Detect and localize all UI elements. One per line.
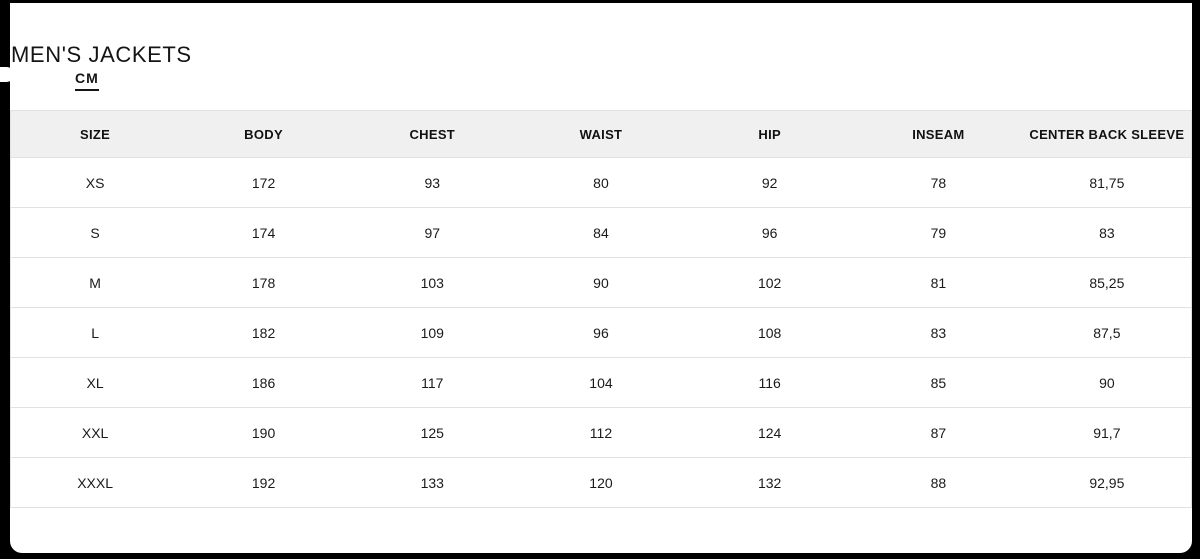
column-header-hip: HIP [685,110,855,158]
column-header-size: SIZE [10,110,180,158]
column-header-body: BODY [179,110,348,158]
measurement-cell-inseam: 78 [854,157,1023,208]
table-row-xl: XL 186 117 104 116 85 90 [10,357,1192,408]
measurement-cell-center_back_sleeve: 90 [1022,357,1192,408]
size-cell: L [10,307,180,358]
header-row: SIZE BODY CHEST WAIST HIP INSEAM CENTER BACK S… [10,110,1192,158]
size-cell: S [10,207,180,258]
measurement-cell-center_back_sleeve: 87,5 [1022,307,1192,358]
measurement-cell-hip: 124 [685,407,855,458]
measurement-cell-hip: 132 [685,457,855,508]
measurement-cell-inseam: 85 [854,357,1023,408]
size-chart-table: SIZE BODY CHEST WAIST HIP INSEAM CENTER BACK S… [10,110,1192,508]
measurement-cell-chest: 125 [347,407,517,458]
measurement-cell-waist: 120 [516,457,686,508]
measurement-cell-waist: 84 [516,207,686,258]
size-cell: M [10,257,180,308]
page-title: MEN'S JACKETS [11,41,192,67]
measurement-cell-center_back_sleeve: 83 [1022,207,1192,258]
measurement-cell-center_back_sleeve: 91,7 [1022,407,1192,458]
measurement-cell-center_back_sleeve: 85,25 [1022,257,1192,308]
measurement-cell-body: 182 [179,307,348,358]
table-row-m: M 178 103 90 102 81 85,25 [10,257,1192,308]
measurement-cell-hip: 96 [685,207,855,258]
measurement-cell-chest: 97 [347,207,517,258]
column-header-waist: WAIST [516,110,686,158]
size-guide-panel: MEN'S JACKETS CM SIZE BODY CHEST WAIST HIP IN… [10,3,1192,553]
measurement-cell-waist: 90 [516,257,686,308]
measurement-cell-chest: 133 [347,457,517,508]
measurement-cell-inseam: 88 [854,457,1023,508]
measurement-cell-inseam: 79 [854,207,1023,258]
measurement-cell-body: 172 [179,157,348,208]
size-cell: XXL [10,407,180,458]
measurement-cell-body: 178 [179,257,348,308]
measurement-cell-body: 192 [179,457,348,508]
measurement-cell-waist: 112 [516,407,686,458]
measurement-cell-center_back_sleeve: 81,75 [1022,157,1192,208]
measurement-cell-inseam: 81 [854,257,1023,308]
measurement-cell-hip: 116 [685,357,855,408]
column-header-chest: CHEST [347,110,517,158]
unit-toggle-cm[interactable]: CM [75,70,99,91]
column-header-inseam: INSEAM [854,110,1023,158]
measurement-cell-waist: 96 [516,307,686,358]
measurement-cell-center_back_sleeve: 92,95 [1022,457,1192,508]
measurement-cell-inseam: 87 [854,407,1023,458]
measurement-cell-hip: 108 [685,307,855,358]
size-cell: XXXL [10,457,180,508]
measurement-cell-hip: 92 [685,157,855,208]
measurement-cell-chest: 103 [347,257,517,308]
measurement-cell-waist: 104 [516,357,686,408]
size-chart-header: SIZE BODY CHEST WAIST HIP INSEAM CENTER BACK S… [10,110,1192,158]
measurement-cell-chest: 117 [347,357,517,408]
measurement-cell-body: 174 [179,207,348,258]
table-row-xs: XS 172 93 80 92 78 81,75 [10,157,1192,208]
measurement-cell-inseam: 83 [854,307,1023,358]
size-cell: XL [10,357,180,408]
measurement-cell-chest: 93 [347,157,517,208]
size-chart-body: XS 172 93 80 92 78 81,75 S 174 97 84 96 79 83 M 178 103 9… [10,157,1192,508]
measurement-cell-hip: 102 [685,257,855,308]
size-cell: XS [10,157,180,208]
measurement-cell-chest: 109 [347,307,517,358]
measurement-cell-body: 190 [179,407,348,458]
cursor-artifact [0,67,14,82]
measurement-cell-waist: 80 [516,157,686,208]
table-row-xxl: XXL 190 125 112 124 87 91,7 [10,407,1192,458]
table-row-xxxl: XXXL 192 133 120 132 88 92,95 [10,457,1192,508]
table-row-s: S 174 97 84 96 79 83 [10,207,1192,258]
measurement-cell-body: 186 [179,357,348,408]
table-row-l: L 182 109 96 108 83 87,5 [10,307,1192,358]
column-header-center-back-sleeve: CENTER BACK SLEEVE [1022,110,1192,158]
